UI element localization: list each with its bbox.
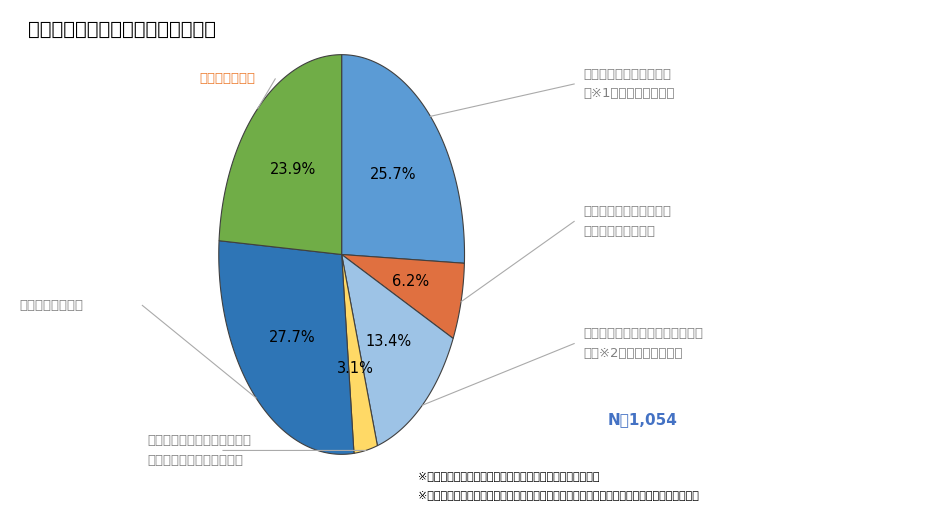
Text: 「個人事業主等としての副業・兼: 「個人事業主等としての副業・兼 xyxy=(584,327,703,341)
Text: 今後「雇用による副業・: 今後「雇用による副業・ xyxy=(584,205,672,218)
Text: 27.7%: 27.7% xyxy=(269,330,315,345)
Polygon shape xyxy=(342,54,464,263)
Text: 認める予定はない: 認める予定はない xyxy=(19,299,83,312)
Text: 「雇用による副業・兼業: 「雇用による副業・兼業 xyxy=(584,68,672,81)
Polygon shape xyxy=(219,54,342,254)
Text: 検討していない: 検討していない xyxy=(199,72,255,86)
Polygon shape xyxy=(342,254,378,454)
Polygon shape xyxy=(342,254,454,446)
Text: 兼業」を認める予定: 兼業」を認める予定 xyxy=(584,224,656,238)
Text: 23.9%: 23.9% xyxy=(270,162,316,177)
Polygon shape xyxy=(219,241,354,455)
Polygon shape xyxy=(342,254,464,338)
Text: 従業員の社外での副業・兼業の可否: 従業員の社外での副業・兼業の可否 xyxy=(28,20,216,39)
Text: 3.1%: 3.1% xyxy=(337,361,374,376)
Text: 業（※2）」を認めている: 業（※2）」を認めている xyxy=(584,347,683,360)
Text: （※1）」を認めている: （※1）」を認めている xyxy=(584,87,675,100)
Text: N＝1,054: N＝1,054 xyxy=(607,412,678,428)
Text: 13.4%: 13.4% xyxy=(365,334,412,349)
Text: 今後「個人事業主等としての: 今後「個人事業主等としての xyxy=(147,434,251,447)
Text: 25.7%: 25.7% xyxy=(370,167,417,182)
Text: 6.2%: 6.2% xyxy=(392,274,430,290)
Text: ※２）自営業やフリーランスを指し、委託契約や請負契約等により副業・兼業を行う場合など: ※２）自営業やフリーランスを指し、委託契約や請負契約等により副業・兼業を行う場合… xyxy=(418,490,698,500)
Text: ※１）他社に従業員として雇用されることによる副業・兼業: ※１）他社に従業員として雇用されることによる副業・兼業 xyxy=(418,471,599,481)
Text: 副業・兼業」を認める予定: 副業・兼業」を認める予定 xyxy=(147,454,243,467)
